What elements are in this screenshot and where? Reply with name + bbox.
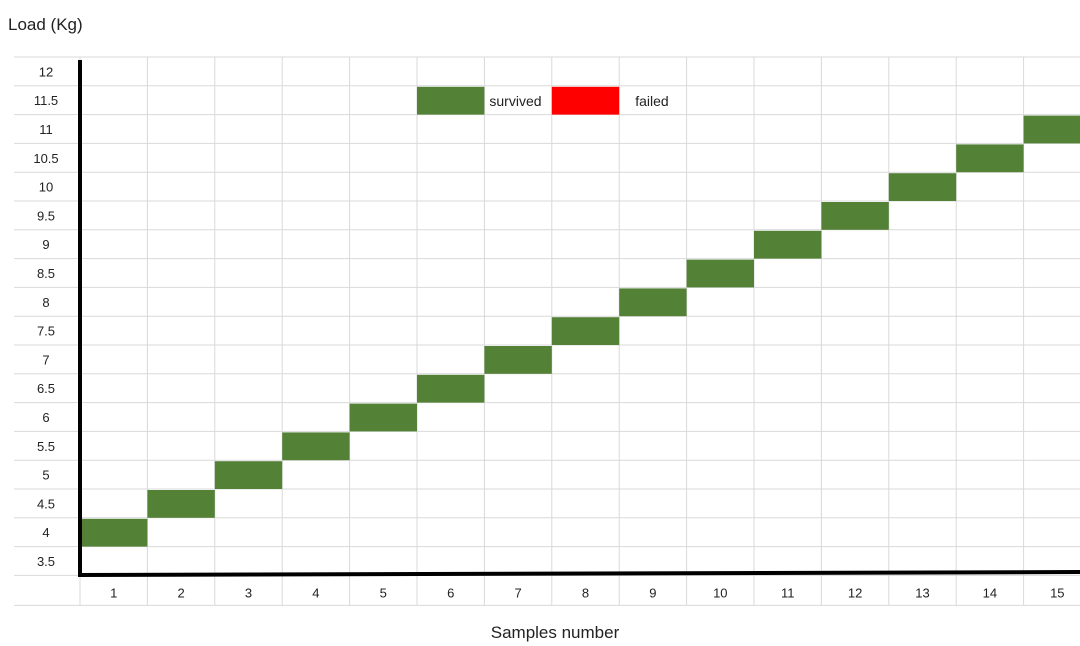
- survived-cell: [956, 144, 1024, 173]
- y-tick-label: 9: [42, 237, 49, 252]
- survived-cell: [686, 259, 754, 288]
- survived-cell: [147, 490, 215, 518]
- x-tick-label: 4: [312, 585, 319, 600]
- survived-cell: [349, 403, 417, 432]
- x-tick-label: 14: [983, 585, 997, 600]
- x-tick-label: 11: [781, 585, 795, 600]
- x-tick-label: 12: [848, 585, 862, 600]
- y-tick-label: 6.5: [37, 381, 55, 396]
- survived-cell: [1023, 115, 1080, 144]
- x-tick-label: 3: [245, 585, 252, 600]
- survived-cells: [80, 115, 1080, 547]
- legend-swatch: [551, 86, 620, 115]
- survived-cell: [484, 346, 552, 374]
- x-tick-labels: 1 2 3 4 5 6 7 8 9 10 11 12 13 14 15: [110, 585, 1064, 600]
- y-tick-label: 5.5: [37, 439, 55, 454]
- x-tick-label: 10: [713, 585, 727, 600]
- y-tick-label: 8: [42, 295, 49, 310]
- x-tick-label: 9: [649, 585, 656, 600]
- y-tick-label: 9.5: [37, 208, 55, 223]
- y-tick-label: 6: [42, 410, 49, 425]
- y-tick-label: 7: [42, 352, 49, 367]
- legend: survived failed: [417, 86, 669, 115]
- x-axis-line: [77, 570, 1080, 577]
- legend-swatch: [417, 86, 485, 115]
- y-tick-label: 11.5: [34, 93, 58, 108]
- legend-label: survived: [489, 93, 541, 109]
- x-tick-label: 8: [582, 585, 589, 600]
- x-tick-label: 7: [514, 585, 521, 600]
- x-tick-label: 2: [177, 585, 184, 600]
- x-tick-label: 1: [110, 585, 117, 600]
- survived-cell: [214, 461, 283, 489]
- y-tick-label: 8.5: [37, 266, 55, 281]
- y-tick-label: 5: [42, 468, 49, 483]
- x-tick-label: 5: [380, 585, 387, 600]
- y-tick-label: 4: [42, 525, 49, 540]
- x-tick-label: 6: [447, 585, 454, 600]
- legend-label: failed: [635, 93, 668, 109]
- survived-cell: [821, 202, 889, 230]
- survived-cell: [888, 173, 957, 201]
- survived-cell: [619, 288, 687, 317]
- y-tick-label: 12: [39, 64, 53, 79]
- survived-cell: [754, 230, 822, 259]
- x-tick-label: 13: [915, 585, 929, 600]
- survived-cell: [551, 317, 620, 345]
- survived-cell: [282, 432, 350, 461]
- y-axis-label: Load (Kg): [8, 15, 83, 34]
- y-tick-label: 10: [39, 180, 53, 195]
- y-tick-label: 11: [39, 122, 53, 137]
- y-tick-label: 7.5: [37, 324, 55, 339]
- y-tick-label: 10.5: [33, 151, 58, 166]
- y-tick-label: 4.5: [37, 496, 55, 511]
- y-tick-label: 3.5: [37, 554, 55, 569]
- x-tick-label: 15: [1050, 585, 1064, 600]
- x-axis-label: Samples number: [491, 623, 620, 642]
- survived-cell: [80, 518, 148, 547]
- survived-cell: [417, 374, 485, 403]
- grid: [14, 56, 1080, 606]
- y-tick-labels: 3.5 4 4.5 5 5.5 6 6.5 7 7.5 8 8.5 9 9.5 10 10.5 11 11.5 1…: [33, 64, 58, 569]
